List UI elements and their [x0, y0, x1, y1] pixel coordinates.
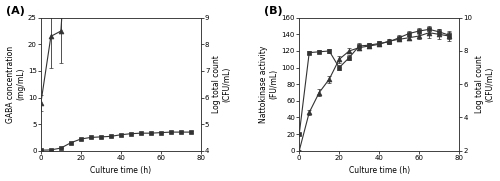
Y-axis label: Nattokinase activity
(FU/mL): Nattokinase activity (FU/mL) [260, 46, 279, 123]
Text: (A): (A) [6, 6, 25, 16]
Y-axis label: Log total count
(CFU/mL): Log total count (CFU/mL) [212, 55, 232, 113]
X-axis label: Culture time (h): Culture time (h) [348, 167, 410, 175]
X-axis label: Culture time (h): Culture time (h) [90, 167, 152, 175]
Y-axis label: GABA concentration
(mg/mL): GABA concentration (mg/mL) [6, 46, 25, 123]
Y-axis label: Log total count
(CFU/mL): Log total count (CFU/mL) [475, 55, 494, 113]
Text: (B): (B) [264, 6, 282, 16]
